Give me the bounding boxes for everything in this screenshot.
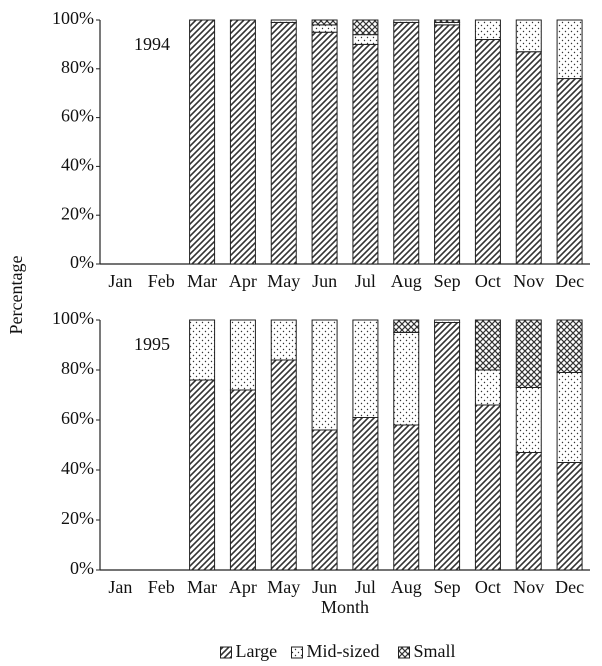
y-tick-label: 0% [70, 558, 94, 578]
x-tick-label: Jun [312, 271, 337, 291]
bar-segment [393, 332, 420, 426]
legend-label: Mid-sized [307, 641, 380, 661]
bar-segment [556, 19, 583, 80]
x-tick-label: Jun [312, 577, 337, 597]
y-tick-label: 20% [61, 203, 94, 223]
x-tick-label: Aug [391, 271, 422, 291]
x-tick-label: Jul [355, 577, 376, 597]
bar-segment [474, 19, 501, 41]
x-tick-label: Jul [355, 271, 376, 291]
y-tick-label: 60% [61, 106, 94, 126]
bar-segment [556, 78, 583, 265]
bar-segment [393, 319, 420, 333]
bar-segment [229, 319, 256, 391]
bar-segment [352, 417, 379, 571]
bar-segment [270, 19, 297, 23]
bar-segment [434, 24, 461, 265]
bar-segment [556, 372, 583, 463]
x-tick-label: Dec [555, 577, 584, 597]
y-tick-label: 20% [61, 508, 94, 528]
y-tick-label: 80% [61, 57, 94, 77]
bar-segment [515, 51, 542, 265]
bar-segment [515, 452, 542, 571]
bar-segment [556, 319, 583, 373]
bar-segment [474, 404, 501, 571]
x-tick-label: Nov [513, 577, 544, 597]
bar-segment [311, 429, 338, 571]
y-tick-label: 100% [52, 308, 94, 328]
x-tick-label: Apr [229, 577, 257, 597]
y-tick-label: 40% [61, 458, 94, 478]
bar-segment [434, 19, 461, 23]
x-tick-label: Oct [475, 271, 501, 291]
y-axis-label: Percentage [6, 256, 26, 335]
legend-swatch [291, 646, 303, 659]
x-tick-label: Mar [187, 577, 217, 597]
y-tick-label: 40% [61, 155, 94, 175]
bar-segment [311, 31, 338, 265]
bar-segment [434, 322, 461, 571]
x-tick-label: Jan [108, 271, 132, 291]
bar-segment [189, 319, 216, 381]
bar-segment [352, 43, 379, 265]
bar-segment [393, 424, 420, 571]
bar-segment [556, 462, 583, 571]
x-tick-label: Oct [475, 577, 501, 597]
x-tick-label: Nov [513, 271, 544, 291]
x-tick-label: Sep [434, 271, 461, 291]
x-axis-label: Month [321, 597, 369, 617]
y-tick-label: 0% [70, 252, 94, 272]
x-tick-label: Sep [434, 577, 461, 597]
bar-segment [393, 21, 420, 265]
x-tick-label: Aug [391, 577, 422, 597]
y-tick-label: 60% [61, 408, 94, 428]
bar-segment [189, 379, 216, 571]
bar-segment [515, 387, 542, 453]
x-tick-label: May [267, 271, 300, 291]
y-tick-label: 80% [61, 358, 94, 378]
x-tick-label: Feb [148, 271, 175, 291]
bar-segment [352, 19, 379, 36]
bar-segment [434, 319, 461, 323]
bar-segment [474, 369, 501, 406]
bar-segment [474, 319, 501, 371]
x-tick-label: May [267, 577, 300, 597]
x-tick-label: Dec [555, 271, 584, 291]
bar-segment [311, 319, 338, 431]
y-tick-label: 100% [52, 8, 94, 28]
bar-segment [270, 21, 297, 265]
bar-segment [311, 19, 338, 26]
legend-swatch [398, 646, 410, 659]
x-tick-label: Mar [187, 271, 217, 291]
x-tick-label: Feb [148, 577, 175, 597]
panel-annotation: 1995 [134, 334, 170, 354]
bar-segment [311, 24, 338, 33]
x-tick-label: Jan [108, 577, 132, 597]
bar-segment [393, 19, 420, 23]
bar-segment [270, 319, 297, 361]
bar-segment [352, 319, 379, 418]
legend-swatch [220, 646, 232, 659]
x-tick-label: Apr [229, 271, 257, 291]
bar-segment [352, 34, 379, 45]
bar-segment [474, 39, 501, 265]
panel-annotation: 1994 [134, 34, 170, 54]
legend-label: Large [236, 641, 278, 661]
bar-segment [229, 389, 256, 571]
bar-segment [515, 319, 542, 388]
legend-label: Small [414, 641, 456, 661]
bar-segment [189, 19, 216, 265]
bar-segment [270, 359, 297, 571]
bar-segment [229, 19, 256, 265]
bar-segment [515, 19, 542, 53]
